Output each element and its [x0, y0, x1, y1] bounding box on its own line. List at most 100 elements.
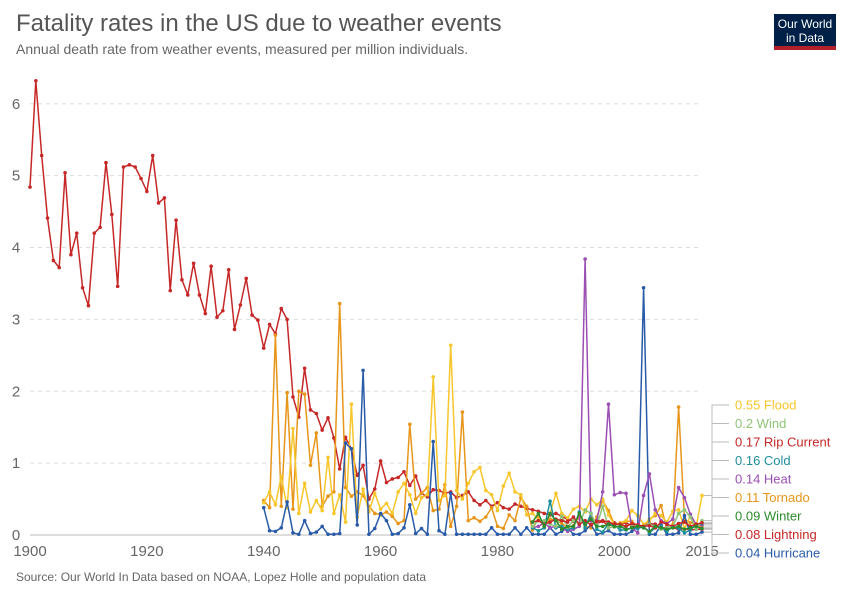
page-subtitle: Annual death rate from weather events, m… [16, 41, 469, 57]
x-tick-label: 1920 [130, 543, 163, 560]
data-point-flood [314, 498, 319, 503]
data-point-lightning [530, 508, 535, 512]
data-point-hurricane [367, 532, 371, 537]
data-point-tornado [688, 520, 693, 525]
data-point-rip-current [600, 518, 605, 523]
data-point-lightning [221, 308, 225, 313]
data-point-hurricane [378, 511, 383, 516]
data-point-lightning [267, 322, 272, 327]
owid-logo[interactable]: Our World in Data [774, 14, 836, 50]
data-point-lightning [279, 306, 284, 311]
data-point-hurricane [314, 530, 319, 534]
data-point-tornado [326, 494, 330, 498]
data-point-lightning [501, 505, 506, 510]
data-point-flood [454, 488, 459, 493]
data-point-tornado [483, 515, 488, 519]
data-point-hurricane [694, 532, 698, 537]
data-point-heat [606, 402, 611, 406]
data-point-tornado [548, 517, 552, 521]
data-point-lightning [185, 293, 190, 297]
data-point-hurricane [443, 532, 447, 537]
data-point-cold [682, 531, 687, 535]
data-point-lightning [92, 231, 97, 235]
data-point-winter [700, 526, 704, 531]
data-point-lightning [554, 511, 558, 516]
series-line-hurricane[interactable] [262, 287, 703, 536]
data-point-lightning [372, 487, 377, 491]
data-point-flood [513, 490, 517, 494]
y-tick-label: 1 [12, 455, 20, 472]
legend-label-wind[interactable]: 0.2 Wind [735, 416, 786, 431]
legend-label-winter[interactable]: 0.09 Winter [735, 509, 802, 524]
series-line-flood[interactable] [263, 344, 703, 530]
data-point-lightning [156, 201, 161, 205]
legend-label-tornado[interactable]: 0.11 Tornado [735, 490, 810, 505]
data-point-flood [495, 508, 500, 513]
data-point-cold [548, 499, 552, 504]
data-point-flood [519, 492, 523, 497]
data-point-heat [670, 517, 675, 521]
data-point-tornado [431, 508, 436, 513]
data-point-lightning [209, 264, 213, 268]
data-point-hurricane [612, 532, 617, 537]
data-point-lightning [39, 153, 44, 158]
legend-label-flood[interactable]: 0.55 Flood [735, 398, 796, 413]
data-point-lightning [104, 160, 108, 165]
data-point-winter [670, 526, 675, 530]
data-point-tornado [297, 389, 301, 394]
data-point-lightning [145, 189, 149, 194]
data-point-lightning [162, 196, 167, 200]
data-point-hurricane [361, 368, 365, 373]
x-tick-label: 1940 [247, 543, 280, 560]
y-tick-label: 3 [12, 311, 20, 328]
data-point-tornado [419, 491, 424, 496]
legend-label-cold[interactable]: 0.16 Cold [735, 453, 791, 468]
data-point-hurricane [320, 524, 324, 529]
data-point-flood [489, 492, 494, 497]
data-point-hurricane [495, 532, 500, 537]
data-point-lightning [302, 366, 307, 371]
series-line-tornado[interactable] [263, 302, 703, 531]
data-point-lightning [133, 165, 137, 169]
data-point-lightning [34, 78, 38, 83]
data-point-lightning [308, 408, 313, 412]
data-point-lightning [355, 473, 360, 478]
data-point-hurricane [437, 528, 441, 533]
y-tick-label: 6 [12, 96, 20, 113]
legend-label-lightning[interactable]: 0.08 Lightning [735, 527, 817, 542]
data-point-tornado [408, 422, 412, 427]
data-point-rip-current [665, 522, 669, 527]
series-line-heat[interactable] [532, 258, 703, 534]
data-point-hurricane [425, 532, 430, 537]
data-point-flood [431, 375, 436, 379]
data-point-rip-current [659, 520, 663, 524]
data-point-heat [612, 492, 617, 497]
data-point-rip-current [682, 520, 687, 524]
data-point-wind [682, 508, 687, 512]
series-hurricane [261, 285, 704, 537]
data-point-hurricane [478, 532, 482, 537]
data-point-winter [665, 527, 669, 532]
data-point-flood [554, 491, 558, 496]
legend-label-rip-current[interactable]: 0.17 Rip Current [735, 435, 831, 450]
data-point-wind [606, 526, 611, 530]
logo-line-2: in Data [785, 31, 825, 45]
data-point-winter [589, 517, 593, 521]
legend-label-hurricane[interactable]: 0.04 Hurricane [735, 546, 820, 561]
data-point-winter [618, 524, 622, 529]
data-point-tornado [501, 526, 506, 531]
data-point-winter [630, 526, 634, 530]
data-point-rip-current [630, 521, 634, 526]
data-point-rip-current [676, 521, 681, 526]
data-point-flood [700, 493, 704, 498]
data-point-hurricane [554, 532, 558, 537]
data-point-wind [694, 527, 698, 532]
data-point-hurricane [454, 532, 459, 537]
data-point-lightning [361, 463, 365, 468]
data-point-flood [443, 493, 447, 498]
data-point-flood [501, 484, 506, 488]
data-point-tornado [390, 514, 395, 519]
data-point-tornado [460, 410, 465, 414]
legend-label-heat[interactable]: 0.14 Heat [735, 472, 792, 487]
data-point-hurricane [326, 532, 330, 537]
